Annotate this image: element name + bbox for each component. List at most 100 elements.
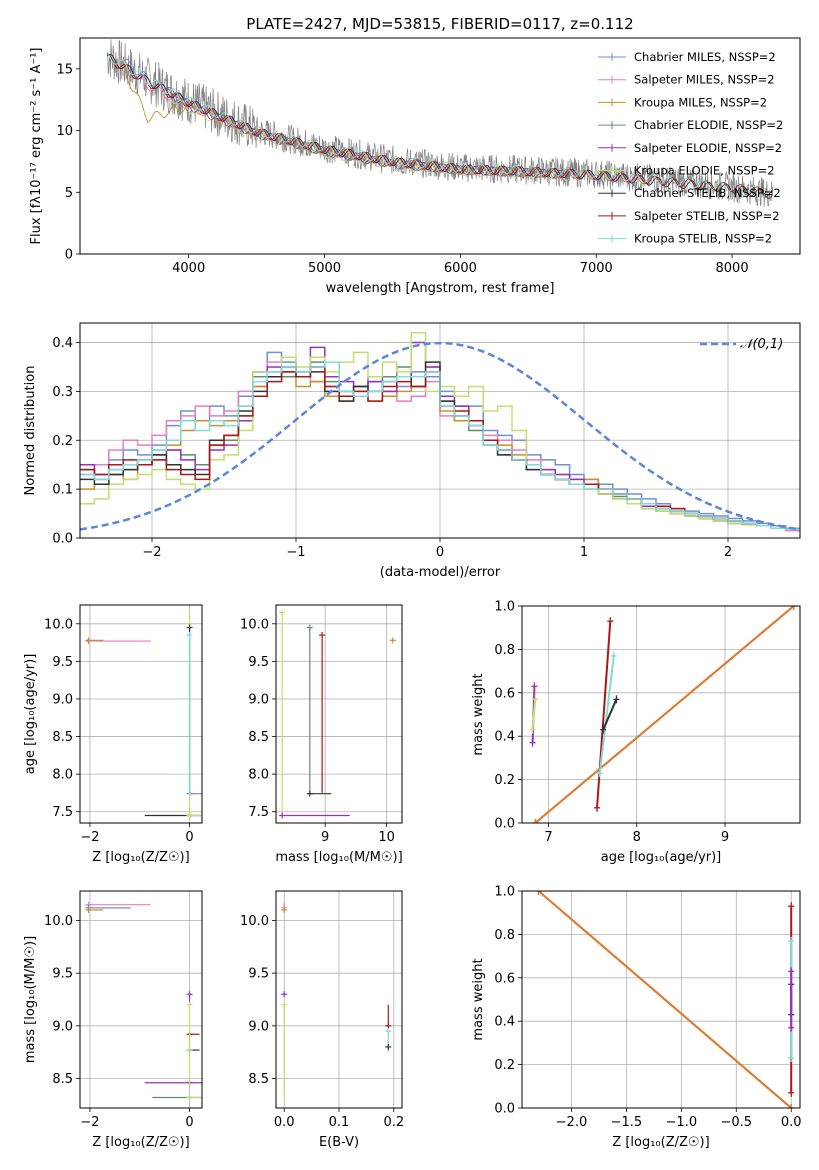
axes-frame (79, 322, 801, 539)
x-tick-label: 9 (721, 830, 729, 845)
axes-frame (275, 890, 403, 1109)
x-axis-label: age [log₁₀(age/yr)] (601, 850, 722, 865)
y-tick-label: 0.4 (52, 336, 73, 351)
x-axis-label: E(B-V) (319, 1135, 359, 1150)
y-tick-label: 15 (56, 62, 73, 77)
y-tick-label: 10.0 (44, 914, 73, 929)
model-spectrum-line (161, 88, 570, 181)
y-tick-label: 0.8 (494, 928, 515, 943)
legend-label: Salpeter STELIB, NSSP=2 (634, 209, 780, 223)
x-tick-label: 7000 (580, 261, 613, 276)
x-tick-label: 0 (185, 830, 193, 845)
panel-mass_vs_ebv: 0.0 0.1 0.2 8.5 9.0 9.5 10.0 E(B-V) (240, 890, 404, 1150)
spectrum-legend: Chabrier MILES, NSSP=2 Salpeter MILES, NS… (598, 50, 783, 246)
x-tick-label: 0.0 (274, 1115, 295, 1130)
plot-area (535, 891, 795, 1108)
figure-title: PLATE=2427, MJD=53815, FIBERID=0117, z=0… (246, 15, 633, 33)
y-tick-label: 9.5 (248, 967, 269, 982)
legend-label: Chabrier MILES, NSSP=2 (634, 50, 776, 64)
y-tick-label: 0.3 (52, 385, 73, 400)
x-tick-label: 10 (378, 830, 395, 845)
x-axis-label: Z [log₁₀(Z/Z☉)] (612, 1135, 709, 1150)
x-axis-label: Z [log₁₀(Z/Z☉)] (92, 850, 189, 865)
normal-curve (80, 341, 800, 531)
x-tick-label: 0.1 (329, 1115, 350, 1130)
x-tick-label: 8000 (716, 261, 749, 276)
plot-area (85, 612, 202, 819)
y-tick-label: 8.0 (52, 768, 73, 783)
x-tick-label: −2 (80, 1115, 99, 1130)
y-axis-label: Normed distribution (23, 366, 38, 496)
y-tick-label: 8.5 (52, 1072, 73, 1087)
x-tick-label: −2 (142, 545, 161, 560)
panel-age_vs_mass: 9 10 7.5 8.0 8.5 9.0 9.5 10.0 mass [log₁₀(M/M☉)] (240, 604, 403, 865)
axes-frame (79, 890, 203, 1109)
y-axis-label: mass [log₁₀(M/M☉)] (23, 936, 38, 1063)
y-tick-label: 0.0 (494, 1102, 515, 1117)
y-tick-label: 7.5 (248, 805, 269, 820)
x-axis-label: wavelength [Angstrom, rest frame] (326, 281, 555, 296)
y-axis-label: Flux [fλ10⁻¹⁷ erg cm⁻² s⁻¹ A⁻¹] (29, 48, 44, 245)
x-tick-label: 8 (633, 830, 641, 845)
y-tick-label: 0.6 (494, 686, 515, 701)
model-spectrum-line (106, 51, 773, 197)
x-tick-label: 9 (321, 830, 329, 845)
x-tick-label: −1 (286, 545, 305, 560)
y-tick-label: 8.0 (248, 768, 269, 783)
y-tick-label: 9.0 (52, 692, 73, 707)
panel-mass_vs_Z: −2 0 8.5 9.0 9.5 10.0 Z [log₁₀(Z/Z☉)] mass [log… (23, 890, 203, 1150)
y-tick-label: 10.0 (44, 617, 73, 632)
x-tick-label: 4000 (172, 261, 205, 276)
axes-frame (79, 604, 203, 824)
y-tick-label: 9.0 (52, 1019, 73, 1034)
y-tick-label: 0.2 (494, 773, 515, 788)
y-tick-label: 10.0 (240, 617, 269, 632)
y-tick-label: 8.5 (248, 730, 269, 745)
plot-area (80, 332, 800, 532)
x-tick-label: 0 (436, 545, 444, 560)
y-tick-label: 9.0 (248, 1019, 269, 1034)
axes-frame (79, 37, 801, 255)
y-tick-label: 8.5 (52, 730, 73, 745)
legend-label: Chabrier STELIB, NSSP=2 (634, 186, 781, 200)
y-tick-label: 0.2 (494, 1058, 515, 1073)
y-tick-label: 10.0 (240, 914, 269, 929)
x-tick-label: 7 (544, 830, 552, 845)
y-tick-label: 0.1 (52, 483, 73, 498)
plot-area (529, 606, 797, 823)
y-axis-label: mass weight (471, 673, 486, 755)
observed-spectrum (106, 39, 774, 207)
y-tick-label: 9.5 (248, 655, 269, 670)
y-axis-label: mass weight (471, 958, 486, 1040)
model-spectrum-line (106, 53, 773, 199)
y-tick-label: 9.5 (52, 655, 73, 670)
plot-area (85, 901, 202, 1101)
weight-line (602, 698, 618, 731)
legend-label: Salpeter ELODIE, NSSP=2 (634, 141, 782, 155)
axes-frame (275, 604, 403, 824)
y-tick-label: 5 (65, 186, 73, 201)
legend-label-normal: 𝒩(0,1) (740, 337, 783, 352)
legend-label: Kroupa STELIB, NSSP=2 (634, 232, 772, 246)
weight-line (598, 655, 615, 774)
x-tick-label: 0.0 (781, 1115, 802, 1130)
y-tick-label: 0.0 (52, 532, 73, 547)
weight-line (534, 606, 795, 823)
y-tick-label: 0.8 (494, 643, 515, 658)
x-tick-label: −1.0 (666, 1115, 698, 1130)
x-tick-label: 1 (580, 545, 588, 560)
y-tick-label: 0.6 (494, 971, 515, 986)
panel-residuals: −2 −1 0 1 2 0.0 0.1 0.2 0.3 0.4 (data-model)/error… (23, 322, 801, 580)
panel-massweight_vs_age: 7 8 9 0.0 0.2 0.4 0.6 0.8 1.0 age [log₁₀(age/yr)]… (471, 600, 801, 865)
plot-area (281, 902, 392, 1100)
x-axis-label: (data-model)/error (380, 565, 501, 580)
panel-spectrum: 4000 5000 6000 7000 8000 0 5 10 15 wavelength [An… (29, 37, 801, 296)
legend-label: Kroupa ELODIE, NSSP=2 (634, 164, 775, 178)
y-axis-label: age [log₁₀(age/yr)] (23, 654, 38, 775)
axes-frame (521, 605, 801, 824)
legend-label: Salpeter MILES, NSSP=2 (634, 73, 775, 87)
y-tick-label: 0.4 (494, 1015, 515, 1030)
panel-massweight_vs_Z: −2.0 −1.5 −1.0 −0.5 0.0 0.0 0.2 0.4 0.6 0.8 1.0 Z [… (471, 885, 802, 1151)
legend-label: Kroupa MILES, NSSP=2 (634, 95, 767, 109)
